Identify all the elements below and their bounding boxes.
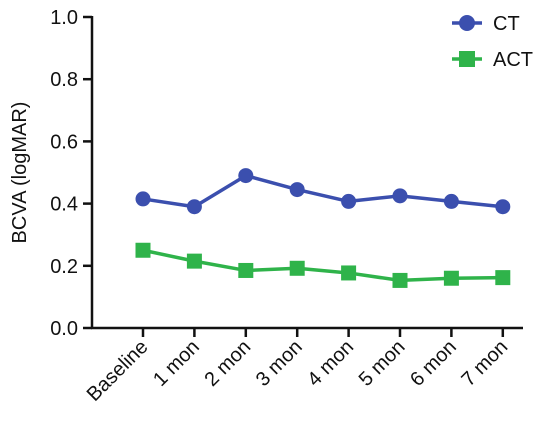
legend-item-ct: CT bbox=[452, 13, 520, 35]
data-point bbox=[341, 265, 357, 281]
y-tick-label: 0.2 bbox=[50, 256, 78, 278]
y-tick-label: 1.0 bbox=[50, 7, 78, 29]
data-point bbox=[392, 272, 408, 288]
data-point bbox=[135, 242, 151, 258]
legend-marker bbox=[459, 51, 475, 67]
x-tick-label: 7 mon bbox=[457, 336, 512, 391]
y-tick-label: 0.4 bbox=[50, 194, 78, 216]
data-point bbox=[495, 199, 511, 215]
x-tick-label: 3 mon bbox=[252, 336, 307, 391]
data-point bbox=[341, 193, 357, 209]
data-point bbox=[289, 182, 305, 198]
y-axis: 0.0 0.2 0.4 0.6 0.8 1.0 bbox=[50, 7, 94, 340]
x-tick-label: Baseline bbox=[83, 336, 153, 406]
data-point bbox=[443, 270, 459, 286]
legend-item-act: ACT bbox=[452, 49, 533, 71]
x-tick-label: 2 mon bbox=[200, 336, 255, 391]
data-point bbox=[289, 260, 305, 276]
data-point bbox=[443, 193, 459, 209]
series-layer bbox=[135, 168, 511, 288]
data-point bbox=[392, 188, 408, 204]
y-tick-label: 0.6 bbox=[50, 131, 78, 153]
x-tick-label: 5 mon bbox=[355, 336, 410, 391]
data-point bbox=[135, 191, 151, 207]
legend-label: ACT bbox=[493, 49, 533, 71]
legend: CT ACT bbox=[452, 13, 533, 71]
series-ct bbox=[135, 168, 511, 215]
legend-marker bbox=[459, 15, 475, 31]
data-point bbox=[495, 270, 511, 286]
x-tick-label: 1 mon bbox=[149, 336, 204, 391]
data-point bbox=[186, 253, 202, 269]
y-tick-label: 0.8 bbox=[50, 69, 78, 91]
data-point bbox=[186, 199, 202, 215]
series-act bbox=[135, 242, 511, 288]
data-point bbox=[238, 262, 254, 278]
x-tick-label: 6 mon bbox=[406, 336, 461, 391]
data-point bbox=[238, 168, 254, 184]
series-line bbox=[142, 173, 503, 209]
series-line bbox=[142, 248, 503, 283]
legend-label: CT bbox=[493, 13, 520, 35]
y-tick-label: 0.0 bbox=[50, 318, 78, 340]
x-tick-label: 4 mon bbox=[303, 336, 358, 391]
y-axis-title: BCVA (logMAR) bbox=[9, 102, 31, 244]
y-ticks: 0.0 0.2 0.4 0.6 0.8 1.0 bbox=[50, 7, 92, 340]
